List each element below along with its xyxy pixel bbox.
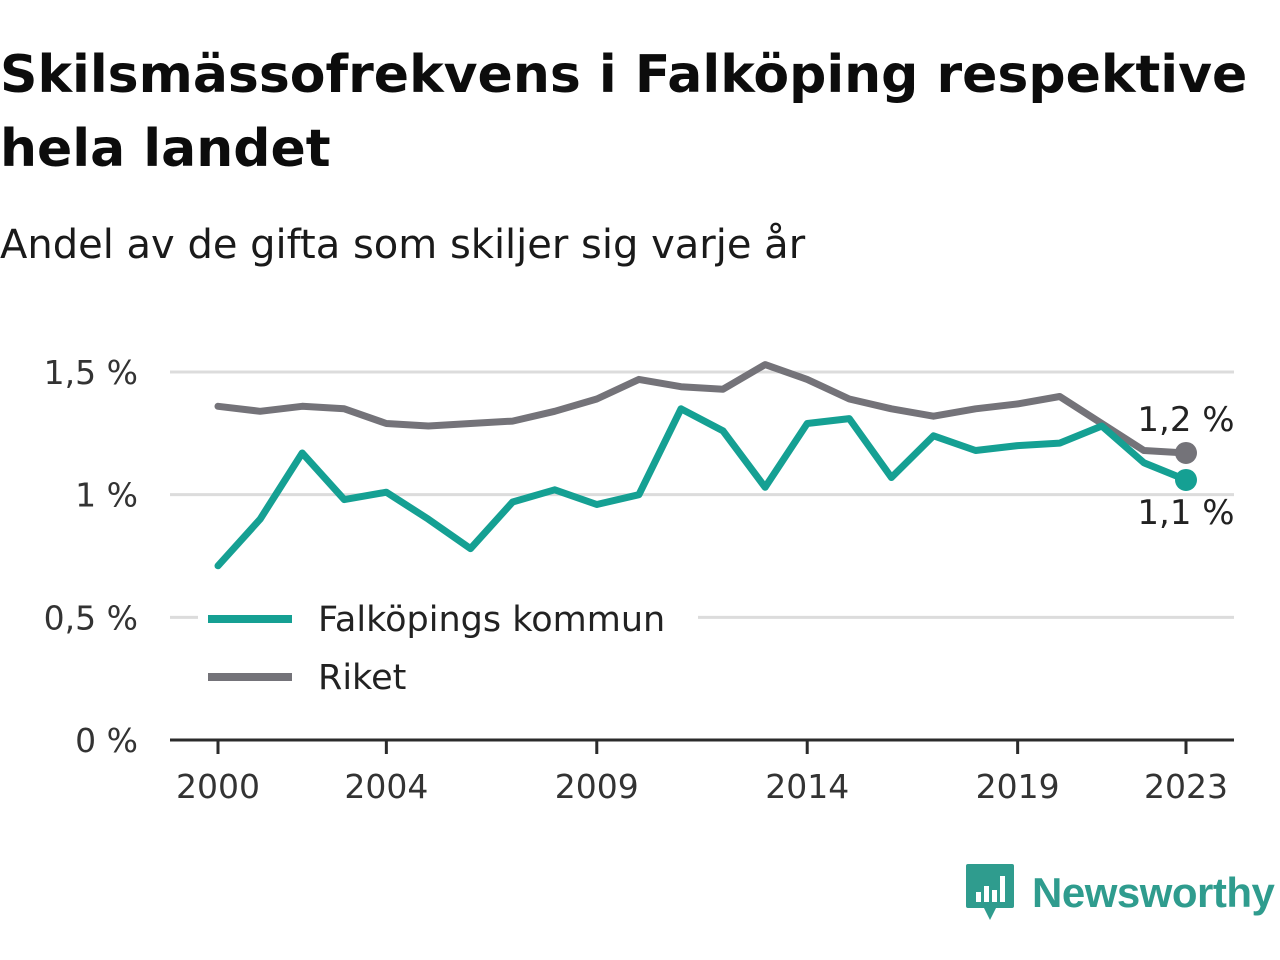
brand-name: Newsworthy (1032, 869, 1275, 916)
newsworthy-logo-icon (966, 864, 1014, 920)
legend: Falköpings kommun Riket (198, 592, 698, 704)
x-tick-label: 2009 (555, 767, 639, 806)
x-tick-label: 2014 (765, 767, 849, 806)
series-line (214, 361, 1190, 457)
x-tick-label: 2023 (1144, 767, 1228, 806)
series-end-point (1175, 468, 1197, 491)
legend-label: Falköpings kommun (318, 600, 665, 640)
x-tick-label: 2019 (976, 767, 1060, 806)
page-title: Skilsmässofrekvens i Falköping respektiv… (0, 45, 1248, 179)
end-label-riket: 1,2 % (1137, 400, 1234, 440)
end-label-falkoping: 1,1 % (1137, 493, 1234, 533)
chart-subtitle: Andel av de gifta som skiljer sig varje … (0, 222, 806, 268)
series-end-point (1175, 441, 1197, 464)
x-tick-label: 2000 (176, 767, 260, 806)
y-tick-label: 1 % (75, 476, 138, 515)
legend-label: Riket (318, 658, 406, 698)
x-tick-label: 2004 (344, 767, 428, 806)
series-line (214, 405, 1190, 570)
y-tick-label: 0 % (75, 721, 138, 760)
y-tick-label: 0,5 % (44, 598, 138, 637)
y-tick-label: 1,5 % (44, 353, 138, 392)
legend-background (198, 592, 698, 704)
brand-logo: Newsworthy (964, 862, 1275, 924)
